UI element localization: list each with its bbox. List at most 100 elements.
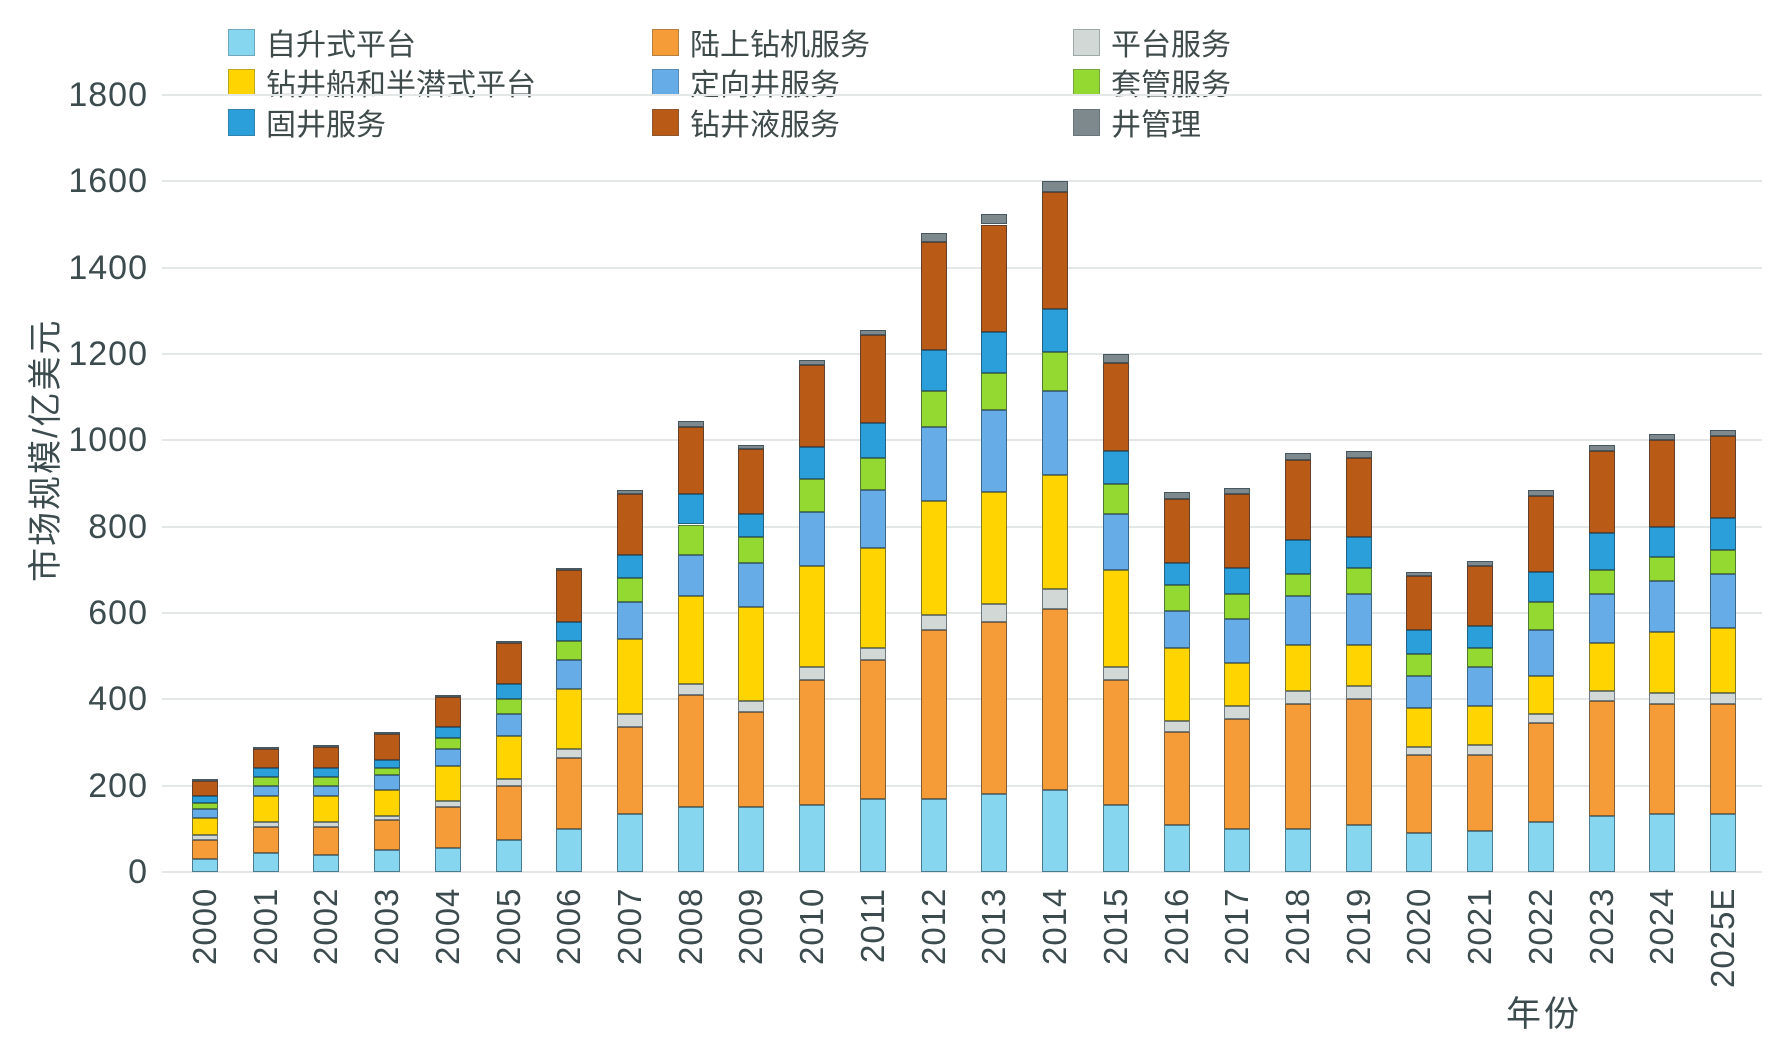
bar-segment-定向井服务 — [313, 785, 340, 797]
x-tick-label-2024: 2024 — [1643, 887, 1681, 965]
bar-segment-套管服务 — [1406, 654, 1433, 676]
bar-segment-定向井服务 — [1406, 675, 1433, 708]
bar-segment-固井服务 — [434, 727, 461, 739]
bar-stack-2025E — [1710, 0, 1736, 872]
bar-segment-钻井液服务 — [1406, 576, 1433, 631]
bar-segment-陆上钻机服务 — [738, 712, 765, 808]
bar-segment-平台服务 — [981, 604, 1008, 622]
bar-segment-钻井船和半潜式平台 — [192, 818, 218, 836]
bar-segment-自升式平台 — [981, 794, 1008, 872]
bar-segment-井管理 — [1467, 561, 1494, 566]
bar-segment-自升式平台 — [1345, 824, 1372, 872]
bar-segment-平台服务 — [799, 666, 826, 680]
bar-segment-平台服务 — [1710, 692, 1736, 704]
bar-segment-定向井服务 — [1710, 574, 1736, 629]
x-tick-label-2007: 2007 — [611, 887, 649, 965]
bar-segment-陆上钻机服务 — [1527, 723, 1554, 823]
bar-segment-平台服务 — [677, 684, 704, 695]
bar-segment-固井服务 — [677, 494, 704, 525]
legend-item-自升式平台: 自升式平台 — [228, 20, 416, 64]
bar-segment-平台服务 — [1406, 746, 1433, 756]
bar-segment-固井服务 — [1467, 625, 1494, 648]
bar-segment-固井服务 — [1406, 630, 1433, 654]
bar-segment-钻井液服务 — [1163, 498, 1190, 564]
bar-segment-固井服务 — [920, 349, 947, 391]
bar-segment-井管理 — [738, 444, 765, 449]
bar-segment-固井服务 — [1284, 539, 1311, 575]
bar-segment-定向井服务 — [556, 660, 583, 689]
bar-segment-陆上钻机服务 — [859, 660, 886, 799]
bar-segment-钻井液服务 — [1588, 451, 1615, 534]
x-tick-label-2005: 2005 — [489, 887, 527, 965]
bar-segment-钻井船和半潜式平台 — [738, 606, 765, 702]
bar-segment-钻井液服务 — [252, 748, 279, 769]
bar-segment-定向井服务 — [1102, 513, 1129, 570]
bar-segment-陆上钻机服务 — [617, 727, 644, 814]
y-tick-label-0: 0 — [128, 853, 148, 891]
legend-label: 井管理 — [1111, 109, 1201, 142]
bar-segment-钻井船和半潜式平台 — [799, 565, 826, 667]
bar-segment-套管服务 — [859, 457, 886, 490]
bar-segment-钻井船和半潜式平台 — [1710, 628, 1736, 693]
bar-segment-固井服务 — [1649, 526, 1676, 557]
bar-segment-定向井服务 — [799, 511, 826, 566]
bar-stack-2017 — [1224, 0, 1251, 872]
bar-segment-钻井船和半潜式平台 — [677, 595, 704, 685]
bar-stack-2015 — [1102, 0, 1129, 872]
y-tick-label-400: 400 — [88, 680, 148, 719]
bar-segment-井管理 — [799, 360, 826, 365]
y-tick-label-200: 200 — [88, 766, 148, 805]
x-tick-label-2001: 2001 — [246, 887, 284, 965]
bar-segment-固井服务 — [1710, 518, 1736, 551]
bar-segment-固井服务 — [1588, 533, 1615, 570]
bar-segment-钻井液服务 — [1710, 436, 1736, 519]
legend-label: 固井服务 — [266, 109, 386, 142]
bar-segment-定向井服务 — [1345, 593, 1372, 646]
bar-segment-平台服务 — [1467, 744, 1494, 756]
bar-segment-平台服务 — [556, 748, 583, 758]
bar-segment-自升式平台 — [1649, 813, 1676, 872]
bar-segment-井管理 — [556, 567, 583, 570]
bar-segment-定向井服务 — [1224, 619, 1251, 663]
bar-segment-定向井服务 — [495, 714, 522, 737]
bar-segment-套管服务 — [738, 537, 765, 564]
gridline-200 — [162, 784, 1762, 787]
bar-segment-自升式平台 — [1710, 813, 1736, 872]
bar-segment-钻井液服务 — [1284, 459, 1311, 540]
bar-segment-钻井船和半潜式平台 — [1042, 474, 1069, 590]
bar-segment-定向井服务 — [677, 554, 704, 596]
bar-segment-自升式平台 — [738, 807, 765, 872]
bar-segment-陆上钻机服务 — [920, 630, 947, 799]
bar-segment-定向井服务 — [738, 563, 765, 607]
bar-stack-2001 — [252, 0, 279, 872]
bar-segment-固井服务 — [495, 684, 522, 700]
bar-segment-套管服务 — [434, 738, 461, 749]
bar-segment-陆上钻机服务 — [192, 839, 218, 860]
bar-segment-自升式平台 — [252, 852, 279, 872]
bar-segment-套管服务 — [1345, 567, 1372, 594]
bar-segment-固井服务 — [192, 796, 218, 803]
bar-segment-自升式平台 — [1588, 815, 1615, 872]
x-axis-title: 年份 — [1506, 995, 1583, 1034]
x-tick-label-2016: 2016 — [1157, 887, 1195, 965]
bar-segment-钻井液服务 — [434, 697, 461, 728]
bar-segment-井管理 — [313, 744, 340, 747]
y-tick-label-600: 600 — [88, 594, 148, 632]
x-tick-label-2022: 2022 — [1521, 887, 1559, 965]
x-tick-label-2018: 2018 — [1278, 887, 1316, 965]
x-tick-label-2011: 2011 — [853, 888, 891, 963]
bar-segment-套管服务 — [1588, 569, 1615, 594]
bar-segment-陆上钻机服务 — [556, 757, 583, 829]
bar-segment-固井服务 — [252, 768, 279, 778]
bar-segment-井管理 — [981, 213, 1008, 225]
x-tick-label-2008: 2008 — [671, 887, 709, 965]
bar-segment-自升式平台 — [1284, 828, 1311, 872]
bar-stack-2007 — [617, 0, 644, 872]
bar-segment-套管服务 — [374, 768, 401, 775]
gridline-1200 — [162, 353, 1762, 355]
bar-segment-陆上钻机服务 — [313, 826, 340, 855]
bar-segment-钻井船和半潜式平台 — [495, 736, 522, 780]
bar-segment-陆上钻机服务 — [252, 826, 279, 853]
bar-segment-固井服务 — [1163, 563, 1190, 585]
